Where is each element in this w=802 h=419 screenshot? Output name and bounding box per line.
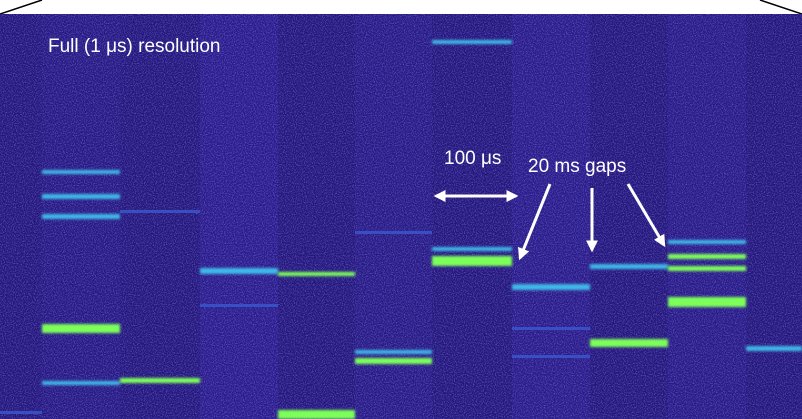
gaps-label: 20 ms gaps [528,156,626,177]
zoom-line [0,0,43,15]
gap-arrow [518,183,552,261]
interval-label: 100 μs [444,148,501,169]
spectrogram [0,14,802,419]
gap-arrow [626,183,666,248]
resolution-label: Full (1 μs) resolution [48,36,221,57]
zoom-line [759,0,802,15]
